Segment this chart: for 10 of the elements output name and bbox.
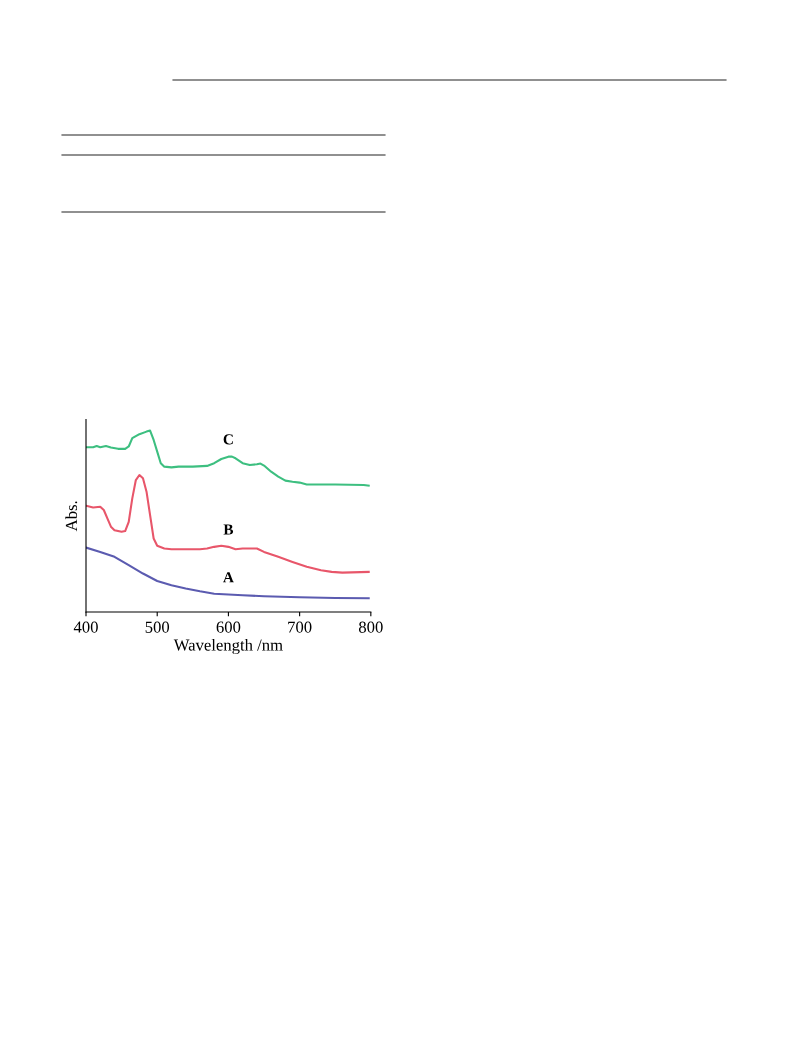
series-label: B bbox=[223, 524, 234, 535]
x-tick-label: 500 bbox=[145, 621, 170, 633]
x-tick-label: 700 bbox=[288, 621, 312, 633]
y-axis-title: Abs. bbox=[65, 501, 78, 532]
x-axis-title: Wavelength /nm bbox=[173, 638, 283, 655]
series-label: A bbox=[223, 572, 234, 583]
x-tick-label: 600 bbox=[216, 621, 241, 633]
x-tick-label: 800 bbox=[358, 621, 383, 633]
x-tick-label: 400 bbox=[73, 621, 98, 633]
series-label: C bbox=[223, 434, 233, 445]
